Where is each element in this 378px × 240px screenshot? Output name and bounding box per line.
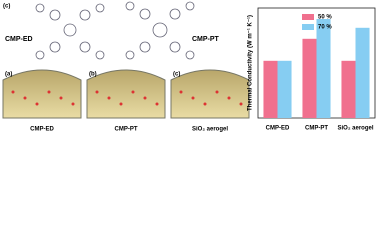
x-tick-label: CMP-PT <box>305 126 328 132</box>
particle <box>23 96 27 100</box>
bar <box>341 60 356 118</box>
particle <box>215 90 219 94</box>
figure: (c) CMP-ED CMP-PT (a) CMP-ED (b) CMP-PT (c) S… <box>2 1 376 133</box>
particle <box>119 102 123 106</box>
panel-caption: CMP-ED <box>30 127 54 133</box>
x-tick-label: SiO₂ aerogel <box>337 126 373 132</box>
bar <box>355 27 370 118</box>
bar <box>302 38 317 118</box>
panel <box>170 69 250 119</box>
x-tick-label: CMP-ED <box>266 126 290 132</box>
particle <box>203 102 207 106</box>
label: CMP-PT <box>192 36 220 43</box>
particle <box>227 96 231 100</box>
legend-swatch <box>302 24 314 30</box>
particle <box>47 90 51 94</box>
particle <box>107 96 111 100</box>
legend-swatch <box>302 14 314 20</box>
particle <box>131 90 135 94</box>
panel-tag: (a) <box>5 72 12 78</box>
particle <box>179 90 183 94</box>
legend-label: 70 % <box>318 25 332 31</box>
bar <box>277 60 292 118</box>
particle <box>143 96 147 100</box>
particle <box>59 96 63 100</box>
panel-tag: (b) <box>89 72 97 78</box>
molecule <box>35 1 195 60</box>
particle <box>95 90 99 94</box>
bar <box>263 60 278 118</box>
bar <box>316 19 331 118</box>
y-axis-label: Thermal Conductivity (W m⁻¹ K⁻¹) <box>247 15 254 111</box>
particle <box>191 96 195 100</box>
label: CMP-ED <box>5 36 33 43</box>
panel-caption: CMP-PT <box>115 127 138 133</box>
particle <box>35 102 39 106</box>
panel-caption: SiO₂ aerogel <box>192 127 228 133</box>
panel <box>2 69 82 119</box>
legend-label: 50 % <box>318 15 332 21</box>
particle <box>11 90 15 94</box>
label: (c) <box>3 4 10 10</box>
particle <box>239 102 243 106</box>
panel <box>86 69 166 119</box>
particle <box>71 102 75 106</box>
panel-tag: (c) <box>173 72 180 78</box>
particle <box>155 102 159 106</box>
